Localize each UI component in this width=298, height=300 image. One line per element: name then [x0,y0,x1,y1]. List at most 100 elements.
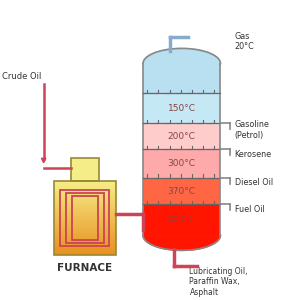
Bar [71,174,99,175]
Bar [71,180,99,181]
Bar [71,158,99,181]
Bar [143,204,221,235]
Bar [54,203,116,205]
Bar [54,241,116,243]
Text: Gasoline
(Petrol): Gasoline (Petrol) [235,120,269,140]
Bar [71,160,99,161]
Polygon shape [143,48,221,64]
Bar [54,199,116,200]
Bar [54,216,116,218]
Text: Gas
20°C: Gas 20°C [235,32,254,51]
Bar [54,249,116,250]
Text: Lubricating Oil,
Paraffin Wax,
Asphalt: Lubricating Oil, Paraffin Wax, Asphalt [190,267,248,297]
Bar [54,181,116,254]
Bar [71,169,99,170]
Bar [54,253,116,254]
Polygon shape [143,235,221,250]
Text: Crude Oil: Crude Oil [2,72,41,81]
Bar [71,170,99,171]
Bar [60,190,109,246]
Bar [54,219,116,221]
Bar [54,215,116,216]
Bar [54,184,116,186]
Bar [54,237,116,238]
Bar [71,159,99,160]
Bar [54,240,116,241]
Bar [72,196,98,240]
Text: 400°C: 400°C [168,215,196,224]
Bar [54,247,116,249]
Bar [54,183,116,184]
Bar [71,161,99,162]
Bar [54,196,116,197]
Bar [54,205,116,206]
Bar [71,177,99,178]
Bar [71,165,99,166]
Text: Kerosene: Kerosene [235,150,272,159]
Bar [143,123,221,149]
Bar [54,200,116,202]
Bar [71,173,99,174]
Bar [54,211,116,212]
Bar [54,224,116,225]
Bar [71,158,99,159]
Bar [54,191,116,193]
Bar [54,246,116,247]
Bar [54,234,116,236]
Bar [54,212,116,214]
Bar [143,149,221,178]
Bar [54,186,116,187]
Bar [71,162,99,163]
Bar [54,250,116,252]
Bar [54,221,116,222]
Bar [66,193,104,243]
Bar [143,64,221,93]
Bar [54,230,116,231]
Bar [54,227,116,228]
Text: 200°C: 200°C [168,132,196,141]
Bar [54,190,116,191]
Text: FURNACE: FURNACE [57,263,112,273]
Bar [71,164,99,165]
Bar [54,209,116,211]
Bar [54,208,116,209]
Bar [71,167,99,168]
Bar [54,228,116,230]
Text: 370°C: 370°C [168,187,196,196]
Bar [71,160,99,161]
Bar [143,178,221,204]
Bar [54,214,116,215]
Bar [54,206,116,208]
Text: Fuel Oil: Fuel Oil [235,205,264,214]
Bar [54,243,116,244]
Bar [54,231,116,232]
Bar [54,236,116,237]
Bar [54,189,116,190]
Bar [71,179,99,180]
Text: Diesel Oil: Diesel Oil [235,178,273,188]
Bar [71,176,99,177]
Bar [71,172,99,173]
Text: 150°C: 150°C [168,104,196,113]
Bar [54,225,116,227]
Bar [71,178,99,179]
Bar [54,232,116,234]
Bar [71,175,99,176]
Bar [54,193,116,194]
Bar [54,197,116,199]
Bar [143,93,221,123]
Text: 300°C: 300°C [168,159,196,168]
Bar [71,168,99,169]
Bar [71,171,99,172]
Bar [54,194,116,196]
Bar [54,202,116,203]
Bar [54,222,116,224]
Bar [71,166,99,167]
Bar [71,163,99,164]
Bar [54,181,116,183]
Bar [54,244,116,246]
Bar [54,218,116,219]
Bar [54,252,116,253]
Bar [54,238,116,240]
Bar [54,187,116,189]
